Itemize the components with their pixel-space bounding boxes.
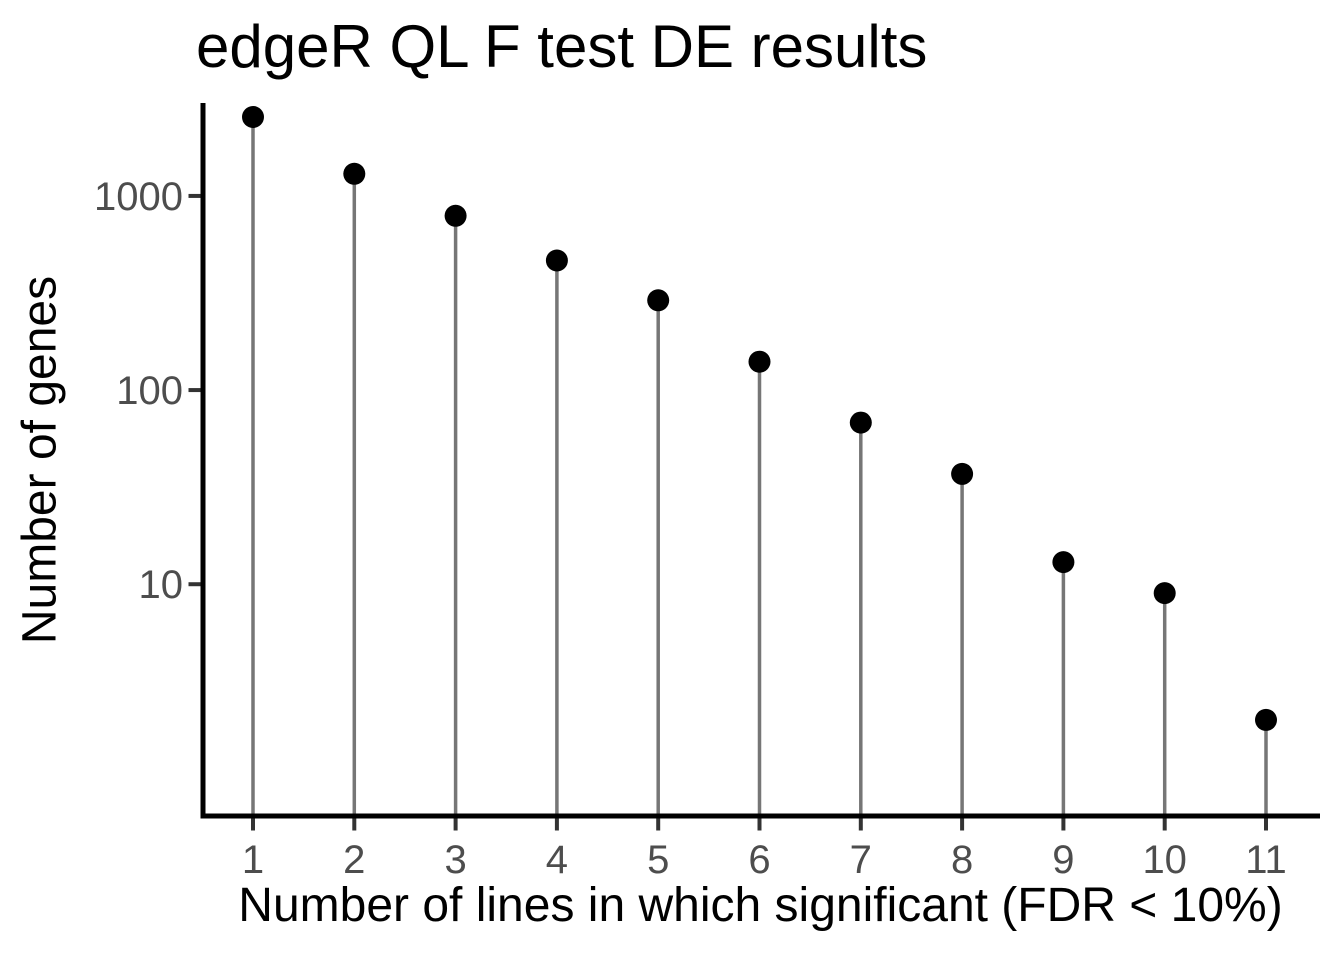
y-tick-label: 10 — [139, 563, 184, 607]
data-point — [849, 411, 872, 434]
x-tick-label: 5 — [647, 838, 669, 882]
data-point — [343, 162, 366, 185]
data-point — [242, 105, 264, 128]
data-point — [1052, 551, 1075, 574]
chart-title: edgeR QL F test DE results — [196, 13, 928, 80]
data-point — [444, 204, 467, 227]
x-tick-label: 3 — [444, 838, 466, 882]
y-axis-title: Number of genes — [13, 275, 67, 645]
x-tick-label: 1 — [242, 838, 264, 882]
x-tick-label: 7 — [850, 838, 872, 882]
x-tick-label: 10 — [1142, 838, 1187, 882]
x-tick-label: 11 — [1245, 838, 1287, 882]
x-tick-label: 2 — [343, 838, 365, 882]
y-tick-label: 100 — [116, 369, 183, 413]
x-tick-label: 9 — [1052, 838, 1074, 882]
data-point — [1255, 708, 1277, 731]
data-point — [1153, 582, 1176, 605]
data-point — [748, 350, 771, 373]
data-point — [951, 462, 974, 485]
y-tick-label: 1000 — [94, 175, 183, 219]
data-point — [545, 249, 568, 272]
x-tick-label: 8 — [951, 838, 973, 882]
data-point — [647, 289, 670, 312]
x-axis-title: Number of lines in which significant (FD… — [238, 879, 1283, 932]
x-tick-label: 6 — [748, 838, 770, 882]
x-tick-label: 4 — [546, 838, 568, 882]
